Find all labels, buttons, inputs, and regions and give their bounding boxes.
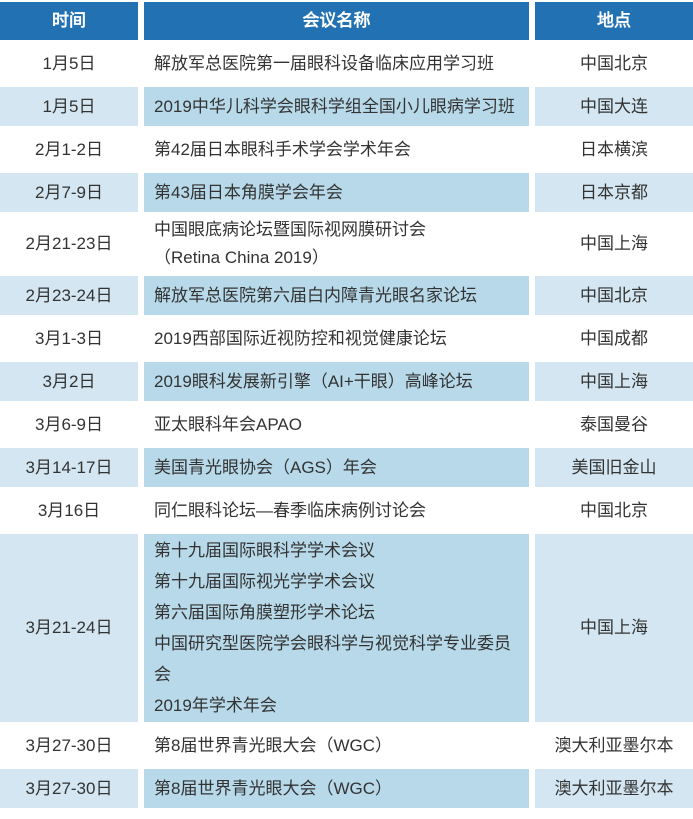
table-row: 2月1-2日 第42届日本眼科手术学会学术年会 日本横滨 xyxy=(0,130,693,169)
location-cell: 澳大利亚墨尔本 xyxy=(535,726,693,765)
conference-name-cell: 第十九届国际眼科学学术会议 第十九届国际视光学学术会议 第六届国际角膜塑形学术论… xyxy=(144,534,529,722)
column-header-time: 时间 xyxy=(0,2,138,40)
time-cell: 2月21-23日 xyxy=(0,216,138,272)
column-header-location: 地点 xyxy=(535,2,693,40)
table-row: 1月5日 2019中华儿科学会眼科学组全国小儿眼病学习班 中国大连 xyxy=(0,87,693,126)
time-cell: 2月23-24日 xyxy=(0,276,138,315)
time-cell: 3月1-3日 xyxy=(0,319,138,358)
location-cell: 中国大连 xyxy=(535,87,693,126)
conference-name-cell: 2019眼科发展新引擎（AI+干眼）高峰论坛 xyxy=(144,362,529,401)
location-cell: 美国旧金山 xyxy=(535,448,693,487)
conference-name-cell: 第8届世界青光眼大会（WGC） xyxy=(144,726,529,765)
conference-name-cell: 解放军总医院第一届眼科设备临床应用学习班 xyxy=(144,44,529,83)
conference-name-cell: 第8届世界青光眼大会（WGC） xyxy=(144,769,529,808)
location-cell: 中国北京 xyxy=(535,491,693,530)
table-row: 3月21-24日 第十九届国际眼科学学术会议 第十九届国际视光学学术会议 第六届… xyxy=(0,534,693,722)
location-cell: 中国上海 xyxy=(535,534,693,722)
location-cell: 澳大利亚墨尔本 xyxy=(535,769,693,808)
table-row: 3月27-30日 第8届世界青光眼大会（WGC） 澳大利亚墨尔本 xyxy=(0,769,693,808)
table-row: 1月5日 解放军总医院第一届眼科设备临床应用学习班 中国北京 xyxy=(0,44,693,83)
location-cell: 日本京都 xyxy=(535,173,693,212)
time-cell: 3月16日 xyxy=(0,491,138,530)
conference-name-cell: 亚太眼科年会APAO xyxy=(144,405,529,444)
table-row-partial xyxy=(0,812,693,819)
location-cell: 泰国曼谷 xyxy=(535,405,693,444)
conference-name-cell: 第43届日本角膜学会年会 xyxy=(144,173,529,212)
location-cell: 中国成都 xyxy=(535,319,693,358)
conference-name-cell: 美国青光眼协会（AGS）年会 xyxy=(144,448,529,487)
conference-name-cell: 解放军总医院第六届白内障青光眼名家论坛 xyxy=(144,276,529,315)
time-cell: 3月27-30日 xyxy=(0,769,138,808)
time-cell: 1月5日 xyxy=(0,44,138,83)
time-cell: 3月6-9日 xyxy=(0,405,138,444)
location-cell: 中国上海 xyxy=(535,216,693,272)
conference-name-cell: 2019西部国际近视防控和视觉健康论坛 xyxy=(144,319,529,358)
location-cell: 中国上海 xyxy=(535,362,693,401)
time-cell: 1月5日 xyxy=(0,87,138,126)
conference-name-cell: 2019中华儿科学会眼科学组全国小儿眼病学习班 xyxy=(144,87,529,126)
conference-name-cell xyxy=(144,812,529,819)
table-row: 2月21-23日 中国眼底病论坛暨国际视网膜研讨会 （Retina China … xyxy=(0,216,693,272)
time-cell: 3月21-24日 xyxy=(0,534,138,722)
conference-name-cell: 同仁眼科论坛—春季临床病例讨论会 xyxy=(144,491,529,530)
table-row: 3月14-17日 美国青光眼协会（AGS）年会 美国旧金山 xyxy=(0,448,693,487)
table-row: 3月1-3日 2019西部国际近视防控和视觉健康论坛 中国成都 xyxy=(0,319,693,358)
time-cell: 3月27-30日 xyxy=(0,726,138,765)
location-cell: 中国北京 xyxy=(535,276,693,315)
table-header: 时间 会议名称 地点 xyxy=(0,2,693,40)
table-row: 3月2日 2019眼科发展新引擎（AI+干眼）高峰论坛 中国上海 xyxy=(0,362,693,401)
time-cell xyxy=(0,812,138,819)
time-cell: 2月7-9日 xyxy=(0,173,138,212)
time-cell: 3月14-17日 xyxy=(0,448,138,487)
location-cell xyxy=(535,812,693,819)
table-row: 3月27-30日 第8届世界青光眼大会（WGC） 澳大利亚墨尔本 xyxy=(0,726,693,765)
table-row: 2月7-9日 第43届日本角膜学会年会 日本京都 xyxy=(0,173,693,212)
time-cell: 3月2日 xyxy=(0,362,138,401)
conference-name-cell: 中国眼底病论坛暨国际视网膜研讨会 （Retina China 2019） xyxy=(144,216,529,272)
time-cell: 2月1-2日 xyxy=(0,130,138,169)
conference-name-cell: 第42届日本眼科手术学会学术年会 xyxy=(144,130,529,169)
location-cell: 中国北京 xyxy=(535,44,693,83)
table-row: 2月23-24日 解放军总医院第六届白内障青光眼名家论坛 中国北京 xyxy=(0,276,693,315)
location-cell: 日本横滨 xyxy=(535,130,693,169)
table-row: 3月6-9日 亚太眼科年会APAO 泰国曼谷 xyxy=(0,405,693,444)
table-row: 3月16日 同仁眼科论坛—春季临床病例讨论会 中国北京 xyxy=(0,491,693,530)
column-header-conference-name: 会议名称 xyxy=(144,2,529,40)
